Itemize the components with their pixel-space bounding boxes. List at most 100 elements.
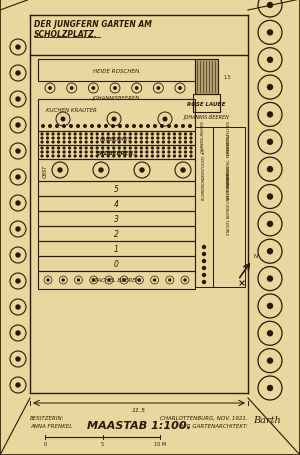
Circle shape: [69, 142, 70, 144]
Circle shape: [16, 202, 20, 206]
Circle shape: [69, 148, 70, 150]
Circle shape: [140, 152, 142, 154]
Circle shape: [16, 72, 20, 76]
Circle shape: [113, 148, 115, 150]
Bar: [38, 60, 195, 82]
Circle shape: [91, 134, 93, 136]
Text: JOHANNIS-BEEREN: JOHANNIS-BEEREN: [184, 115, 230, 120]
Circle shape: [123, 279, 125, 281]
Circle shape: [163, 142, 164, 144]
Circle shape: [62, 279, 64, 281]
Circle shape: [169, 279, 171, 281]
Text: 5: 5: [101, 441, 104, 446]
Circle shape: [138, 279, 140, 281]
Circle shape: [85, 152, 87, 154]
Circle shape: [107, 156, 109, 157]
Circle shape: [58, 169, 62, 172]
Circle shape: [268, 140, 272, 145]
Text: HERBST FLASCHEN: HERBST FLASCHEN: [227, 121, 231, 155]
Circle shape: [112, 118, 116, 121]
Circle shape: [147, 126, 149, 128]
Circle shape: [179, 152, 181, 154]
Circle shape: [129, 156, 131, 157]
Circle shape: [96, 142, 98, 144]
Circle shape: [69, 134, 70, 136]
Circle shape: [173, 156, 175, 157]
Text: BESITZERIN:: BESITZERIN:: [30, 415, 64, 420]
Circle shape: [63, 126, 65, 128]
Text: BLUMENKOHL, KOHLRABEN: BLUMENKOHL, KOHLRABEN: [227, 136, 231, 184]
Circle shape: [168, 148, 170, 150]
Circle shape: [46, 152, 48, 154]
Circle shape: [99, 169, 103, 172]
Text: BLUMENKOHL: BLUMENKOHL: [202, 176, 206, 200]
Circle shape: [168, 156, 170, 157]
Circle shape: [105, 126, 107, 128]
Circle shape: [135, 148, 137, 150]
Circle shape: [102, 152, 103, 154]
Circle shape: [179, 142, 181, 144]
Circle shape: [129, 134, 131, 136]
Bar: [38, 160, 195, 182]
Circle shape: [41, 138, 43, 140]
Circle shape: [163, 118, 167, 121]
Circle shape: [74, 134, 76, 136]
Circle shape: [85, 156, 87, 157]
Circle shape: [16, 331, 20, 335]
Circle shape: [80, 134, 82, 136]
Bar: [38, 227, 195, 242]
Circle shape: [46, 134, 48, 136]
Circle shape: [140, 142, 142, 144]
Circle shape: [41, 134, 43, 136]
Bar: [38, 100, 195, 131]
Circle shape: [47, 279, 49, 281]
Circle shape: [61, 118, 65, 121]
Circle shape: [124, 156, 126, 157]
Text: NECT. BORRETSCH: NECT. BORRETSCH: [227, 165, 231, 198]
Bar: [38, 146, 195, 160]
Circle shape: [74, 148, 76, 150]
Circle shape: [190, 152, 192, 154]
Circle shape: [163, 148, 164, 150]
Circle shape: [268, 58, 272, 63]
Circle shape: [184, 134, 186, 136]
Circle shape: [63, 156, 65, 157]
Circle shape: [77, 279, 80, 281]
Circle shape: [49, 126, 51, 128]
Circle shape: [58, 156, 59, 157]
Text: DER GARTENARCHITEKT:: DER GARTENARCHITEKT:: [179, 423, 248, 428]
Text: STACHEL BEEREN.: STACHEL BEEREN.: [91, 278, 142, 283]
Circle shape: [135, 156, 137, 157]
Circle shape: [268, 277, 272, 282]
Circle shape: [77, 126, 79, 128]
Circle shape: [173, 134, 175, 136]
Text: JOHANNIS-BEEREN: JOHANNIS-BEEREN: [202, 121, 206, 154]
Circle shape: [46, 142, 48, 144]
Text: ROSE LAUBE: ROSE LAUBE: [187, 101, 226, 106]
Circle shape: [157, 88, 160, 90]
Circle shape: [91, 138, 93, 140]
Circle shape: [102, 156, 103, 157]
Circle shape: [16, 357, 20, 361]
Text: SCHOLZPLATZ.: SCHOLZPLATZ.: [34, 30, 98, 39]
Circle shape: [16, 279, 20, 283]
Circle shape: [118, 152, 120, 154]
Circle shape: [42, 126, 44, 128]
Circle shape: [157, 142, 159, 144]
Circle shape: [181, 169, 185, 172]
Text: CHARLOTTENBURG, NOV. 1921.: CHARLOTTENBURG, NOV. 1921.: [160, 415, 248, 420]
Circle shape: [184, 148, 186, 150]
Circle shape: [80, 148, 82, 150]
Text: 1: 1: [114, 244, 119, 253]
Circle shape: [129, 148, 131, 150]
Circle shape: [184, 156, 186, 157]
Bar: [38, 257, 195, 271]
Circle shape: [133, 126, 135, 128]
Text: 2: 2: [114, 229, 119, 238]
Circle shape: [118, 134, 120, 136]
Circle shape: [58, 138, 59, 140]
Circle shape: [268, 86, 272, 91]
Circle shape: [124, 138, 126, 140]
Circle shape: [129, 142, 131, 144]
Circle shape: [102, 148, 103, 150]
